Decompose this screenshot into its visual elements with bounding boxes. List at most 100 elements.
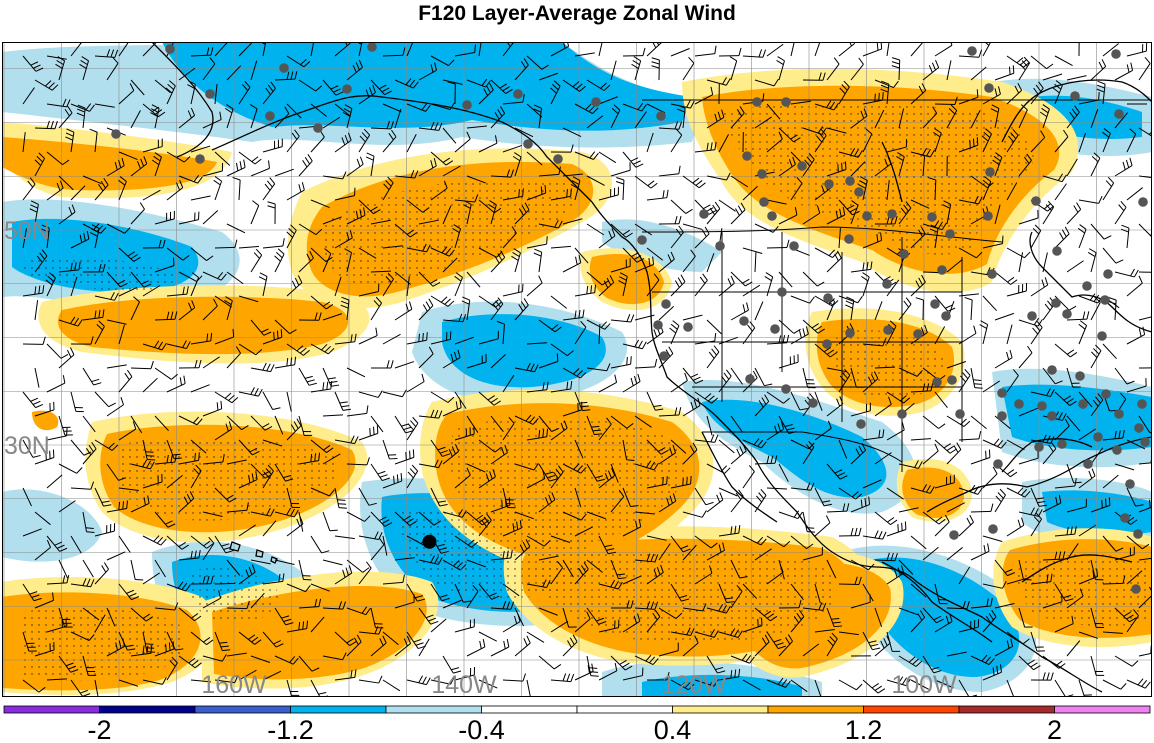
wind-barb [262,391,281,411]
wind-barb [394,594,415,609]
wind-barb [778,463,789,482]
wind-barb [862,338,887,347]
wind-barb [202,400,223,417]
wind-barb [934,583,948,605]
wind-barb [916,152,926,177]
wind-barb [658,305,674,321]
wind-barb [370,607,384,629]
wind-barb [634,511,655,515]
wind-barb [22,285,45,297]
wind-barb [790,100,811,105]
wind-barb [130,79,145,96]
station-dot [854,187,864,197]
wind-barb [682,56,695,81]
wind-barb [1006,631,1030,645]
colorbar-swatch [863,705,960,714]
wind-barb [651,57,660,81]
wind-barb [886,391,911,404]
wind-barb [262,464,274,489]
wind-barb [610,489,625,513]
wind-barb [382,103,402,113]
wind-barb [94,487,112,507]
wind-barb [502,613,521,633]
wind-barb [502,520,522,537]
wind-barb [1054,129,1069,153]
wind-barb [334,103,352,117]
wind-barb [538,415,560,432]
station-dot [1138,197,1148,207]
wind-barb [550,295,568,309]
wind-barb [250,559,271,565]
wind-barb [742,617,763,633]
station-dot [899,249,909,259]
wind-barb [802,511,816,533]
wind-barb [514,511,534,520]
wind-barb [214,421,233,441]
wind-barb [718,487,738,497]
wind-barb [1114,268,1139,278]
wind-barb [1078,679,1092,697]
wind-barb [478,513,492,537]
wind-barb [1054,615,1074,633]
wind-barb [922,546,939,561]
wind-barb [646,439,669,455]
station-dot [1082,281,1092,291]
wind-barb [1078,195,1103,204]
wind-barb [874,396,892,417]
wind-barb [814,420,832,441]
wind-barb [238,295,259,303]
station-dot [653,320,663,330]
station-dot [1057,439,1067,449]
wind-barb [190,195,211,201]
wind-barb [76,104,86,129]
wind-barb [586,559,603,573]
wind-barb [850,108,868,129]
wind-barb [1102,247,1124,264]
wind-barb [250,507,275,517]
wind-barb [334,276,342,297]
wind-barb [610,223,633,238]
wind-barb [514,462,539,471]
wind-barb [874,366,896,369]
wind-barb [214,328,235,345]
station-dot [1133,529,1143,539]
wind-barb [742,438,767,449]
wind-barb [334,435,359,445]
station-dot [1120,513,1130,523]
wind-barb [1006,679,1015,697]
wind-barb [406,332,428,345]
wind-barb [802,643,820,657]
wind-barb [682,367,704,384]
wind-barb [238,151,262,165]
station-dot [591,97,601,107]
wind-barb [646,476,668,489]
wind-barb [46,618,67,633]
wind-barb [610,258,631,273]
wind-barb [1066,367,1081,388]
wind-barb [562,634,578,657]
wind-barb [634,415,652,428]
wind-barbs [22,42,1152,697]
wind-barb [526,428,549,441]
wind-barb [706,603,731,614]
wind-barb [634,256,655,273]
station-dot [949,530,959,540]
wind-barb [442,559,467,571]
wind-barb [418,638,430,657]
wind-barb [898,507,919,513]
wind-barb [730,559,748,579]
wind-barb [538,319,562,333]
station-dot [462,100,472,110]
wind-barb [766,199,787,205]
wind-barb [646,609,661,633]
wind-barb [718,668,741,681]
wind-barb [682,544,697,561]
wind-barb [850,496,871,513]
station-dot [932,377,942,387]
wind-barb [1090,655,1105,676]
wind-barb [238,343,263,356]
wind-barb [1018,507,1043,517]
wind-barb [58,500,76,513]
wind-barb [142,189,161,201]
wind-barb [598,417,612,441]
